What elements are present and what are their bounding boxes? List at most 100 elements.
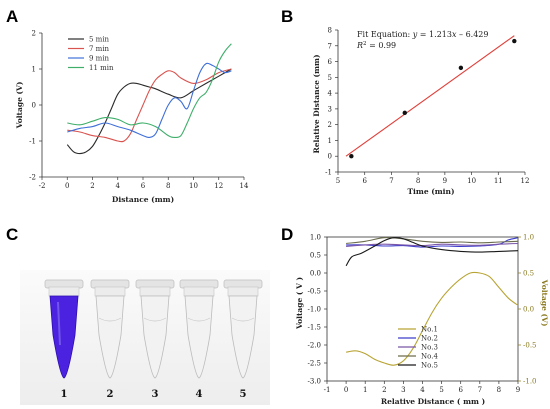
panel-b-fit-line — [345, 35, 515, 157]
panel-letter-b: B — [281, 7, 293, 26]
panel-letter-c: C — [6, 225, 18, 244]
panel-a-series-line — [66, 68, 232, 155]
panel-b-y-tick-label: -1 — [325, 169, 332, 177]
panel-b-data-point — [402, 110, 407, 116]
tube-number-label: 1 — [61, 389, 68, 400]
panel-d-x-tick-label: 6 — [458, 386, 463, 394]
panel-b-x-tick-label: 12 — [521, 177, 530, 185]
panel-b-y-tick-label: 1 — [328, 137, 332, 145]
fit-equation-prefix: Fit Equation: — [357, 30, 413, 39]
panel-d-right-y-tick-label: 0.0 — [523, 306, 534, 314]
fit-equation-y-var: y — [412, 30, 418, 39]
panel-a-x-tick-label: 4 — [116, 182, 121, 190]
panel-a-x-axis-title: Distance (mm) — [112, 195, 174, 204]
panel-b-x-tick-label: 10 — [467, 177, 476, 185]
panel-a-legend-label: 11 min — [89, 64, 114, 72]
panel-d-legend-label: No.2 — [421, 335, 438, 343]
panel-d-x-tick-label: 9 — [516, 386, 520, 394]
panel-a-x-tick-label: -2 — [39, 182, 46, 190]
r-squared-value: = 0.99 — [367, 41, 397, 50]
tube-neck — [94, 286, 126, 297]
panel-b-x-tick-label: 7 — [389, 177, 393, 185]
panel-d-y-tick-label: -2.0 — [308, 342, 322, 350]
panel-b-x-tick-label: 11 — [494, 177, 503, 185]
panel-a-x-tick-label: 8 — [166, 182, 170, 190]
panel-b-data-point — [512, 38, 517, 44]
tube-number-label: 5 — [240, 389, 247, 400]
panel-a-series-line — [67, 43, 232, 139]
panel-a-series-line — [67, 62, 232, 139]
tube-1: 1 — [44, 279, 84, 400]
panel-letter-d: D — [281, 225, 293, 244]
fit-equation-suffix: – 6.429 — [456, 30, 488, 39]
tube-meniscus — [143, 317, 167, 322]
panel-b-y-tick-label: 7 — [328, 42, 332, 50]
panel-d-x-tick-label: -1 — [324, 386, 331, 394]
panel-a-y-tick-label: 0 — [32, 102, 36, 110]
panel-b-y-tick-label: 4 — [328, 90, 333, 98]
panel-b-y-axis-title: Relative Distance (mm) — [312, 54, 321, 153]
panel-d-x-tick-label: 8 — [497, 386, 501, 394]
panel-d-right-y-axis-title: Voltage (V) — [540, 279, 549, 327]
panel-d-legend-label: No.5 — [421, 362, 438, 370]
panel-d-x-tick-label: 5 — [439, 386, 443, 394]
tube-meniscus — [187, 317, 211, 322]
panel-d-y-tick-label: 0.5 — [310, 252, 321, 260]
clear-tube-body — [184, 295, 214, 379]
tube-neck — [139, 286, 171, 297]
r-squared-superscript: 2 — [363, 41, 367, 47]
panel-a-x-tick-label: 0 — [65, 182, 69, 190]
panel-d-y-tick-label: -1.0 — [308, 306, 322, 314]
clear-tube-body — [228, 295, 258, 379]
tube-4: 4 — [179, 279, 219, 400]
panel-d-y-axis-title: Voltage ( V ) — [295, 277, 304, 330]
panel-b-y-tick-label: 5 — [328, 74, 332, 82]
panel-a-y-axis-title: Voltage (V) — [15, 82, 24, 130]
panel-a-legend-label: 7 min — [89, 45, 110, 53]
fit-equation-x-var: x — [452, 30, 457, 39]
panel-d-x-tick-label: 4 — [420, 386, 425, 394]
tube-5: 5 — [223, 279, 263, 400]
panel-b-data-point — [458, 65, 464, 71]
r-squared-annotation: R2 = 0.99 — [356, 41, 396, 50]
panel-a-chart: Voltage (V) Distance (mm) -2 0 2 4 6 8 10 12 14-… — [15, 30, 249, 205]
tube-number-label: 3 — [152, 389, 159, 400]
r-squared-symbol: R — [356, 41, 363, 50]
clear-tube-body — [140, 295, 170, 379]
panel-b-y-tick-label: 8 — [328, 27, 332, 35]
panel-a-legend-label: 9 min — [89, 55, 110, 63]
panel-a-y-tick-label: 1 — [32, 66, 36, 74]
purple-liquid-tube-body — [49, 295, 79, 379]
tube-neck — [227, 286, 259, 297]
tube-number-label: 2 — [107, 389, 114, 400]
panel-b-x-axis-title: Time (min) — [407, 187, 454, 196]
panel-b-x-tick-label: 8 — [416, 177, 420, 185]
panel-d-series-line — [346, 271, 519, 366]
tube-2: 2 — [90, 279, 130, 400]
panel-a-y-tick-label: -1 — [29, 138, 36, 146]
panel-d-x-tick-label: 7 — [478, 386, 482, 394]
panel-d-chart: Voltage ( V ) Voltage (V) Relative Dista… — [295, 234, 549, 407]
panel-d-y-tick-label: -1.5 — [308, 324, 322, 332]
panel-d-x-tick-label: 2 — [382, 386, 386, 394]
panel-d-series-line — [346, 242, 519, 247]
tube-number-label: 4 — [196, 389, 203, 400]
panel-d-right-y-tick-label: 0.5 — [523, 270, 534, 278]
fit-equation-annotation: Fit Equation: y = 1.213x – 6.429 — [357, 30, 488, 39]
panel-b-x-tick-label: 5 — [336, 177, 340, 185]
panel-d-x-tick-label: 3 — [401, 386, 405, 394]
panel-b-chart: Relative Distance (mm) Time (min) Fit Eq… — [312, 27, 529, 197]
panel-d-right-y-tick-label: 1.0 — [523, 234, 534, 242]
panel-b-y-tick-label: 6 — [328, 58, 333, 66]
panel-d-right-y-tick-label: -1.0 — [523, 378, 537, 386]
panel-d-right-y-tick-label: -0.5 — [523, 342, 537, 350]
panel-a-x-tick-label: 10 — [189, 182, 198, 190]
panel-d-y-tick-label: -2.5 — [308, 360, 322, 368]
panel-a-series-line — [67, 68, 232, 143]
panel-a-x-tick-label: 14 — [240, 182, 249, 190]
tube-neck — [48, 286, 80, 297]
panel-a-legend-label: 5 min — [89, 36, 110, 44]
panel-d-legend-label: No.3 — [421, 344, 438, 352]
panel-letter-a: A — [6, 7, 18, 26]
